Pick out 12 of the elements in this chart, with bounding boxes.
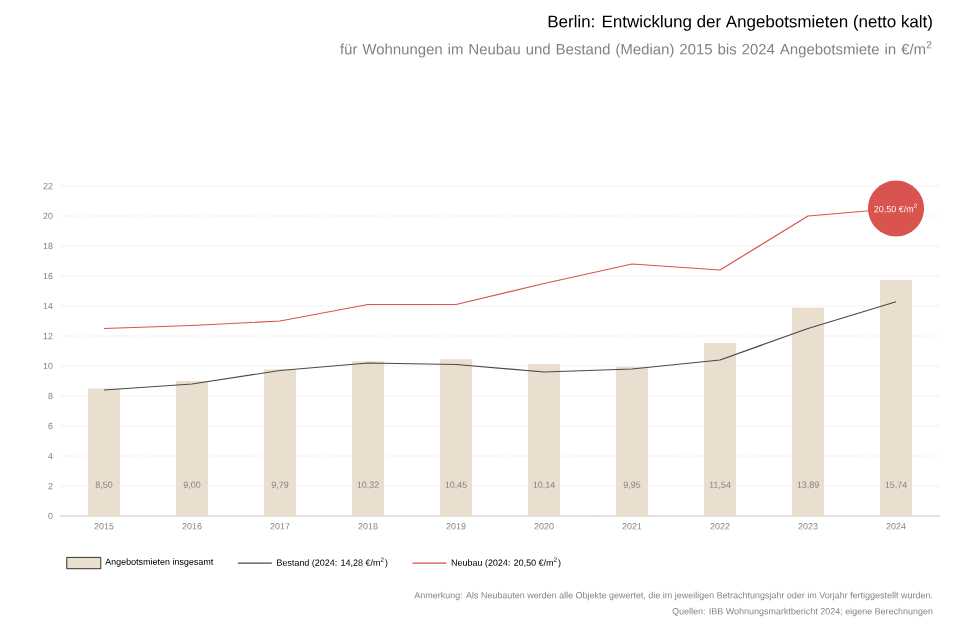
bar [352,361,385,516]
bar [792,307,825,516]
bar [704,342,737,516]
chart-title: Berlin: Entwicklung der Angebotsmieten (netto kalt) [548,15,932,31]
bar [616,366,649,516]
bar [176,381,208,516]
bar [264,369,296,516]
bar [88,388,120,516]
bar [528,363,561,516]
line-series [103,301,897,391]
bar [880,279,913,516]
bar [440,359,473,516]
